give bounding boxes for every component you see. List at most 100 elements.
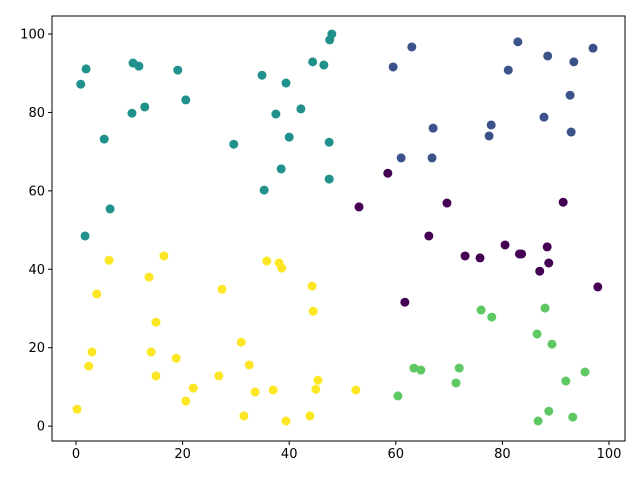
scatter-point — [217, 284, 227, 294]
scatter-point — [588, 43, 598, 53]
scatter-point — [533, 416, 543, 426]
scatter-point — [513, 37, 523, 47]
scatter-point — [565, 90, 575, 100]
scatter-point — [580, 367, 590, 377]
plot-frame — [51, 15, 626, 442]
y-tick-label: 0 — [37, 420, 45, 435]
scatter-point — [428, 123, 438, 133]
scatter-point — [484, 131, 494, 141]
scatter-point — [400, 297, 410, 307]
scatter-point — [72, 404, 82, 414]
scatter-point — [87, 347, 97, 357]
scatter-point — [416, 365, 426, 375]
scatter-point — [80, 231, 90, 241]
scatter-point — [151, 317, 161, 327]
scatter-point — [146, 347, 156, 357]
scatter-point — [239, 411, 249, 421]
scatter-point — [535, 266, 545, 276]
scatter-point — [271, 109, 281, 119]
scatter-point — [427, 153, 437, 163]
y-tick-label: 100 — [20, 28, 45, 43]
scatter-point — [442, 198, 452, 208]
scatter-point — [558, 197, 568, 207]
x-tick-label: 20 — [174, 447, 191, 462]
scatter-point — [539, 112, 549, 122]
scatter-point — [308, 306, 318, 316]
scatter-point — [305, 411, 315, 421]
scatter-point — [561, 376, 571, 386]
scatter-point — [296, 104, 306, 114]
scatter-point — [532, 329, 542, 339]
scatter-point — [424, 231, 434, 241]
scatter-point — [144, 272, 154, 282]
scatter-point — [568, 412, 578, 422]
scatter-point — [281, 416, 291, 426]
y-tick-label: 60 — [28, 184, 45, 199]
scatter-point — [325, 35, 335, 45]
scatter-point — [569, 57, 579, 67]
scatter-point — [409, 363, 419, 373]
scatter-point — [454, 363, 464, 373]
scatter-point — [396, 153, 406, 163]
scatter-point — [383, 168, 393, 178]
scatter-point — [319, 60, 329, 70]
scatter-point — [324, 137, 334, 147]
scatter-point — [307, 281, 317, 291]
scatter-point — [262, 256, 272, 266]
y-tick-label: 40 — [28, 263, 45, 278]
scatter-point — [181, 396, 191, 406]
y-tick-label: 80 — [28, 106, 45, 121]
scatter-point — [259, 185, 269, 195]
scatter-point — [543, 51, 553, 61]
scatter-point — [229, 139, 239, 149]
scatter-point — [487, 312, 497, 322]
scatter-point — [171, 353, 181, 363]
scatter-point — [236, 337, 246, 347]
y-tick-label: 20 — [28, 341, 45, 356]
scatter-point — [173, 65, 183, 75]
scatter-point — [351, 385, 361, 395]
scatter-point — [566, 127, 576, 137]
scatter-point — [593, 282, 603, 292]
x-tick-label: 60 — [388, 447, 405, 462]
scatter-point — [268, 385, 278, 395]
scatter-point — [313, 375, 323, 385]
scatter-point — [460, 251, 470, 261]
scatter-point — [308, 57, 318, 67]
scatter-point — [486, 120, 496, 130]
scatter-point — [544, 258, 554, 268]
scatter-point — [542, 242, 552, 252]
scatter-point — [517, 249, 527, 259]
scatter-point — [475, 253, 485, 263]
scatter-point — [127, 108, 137, 118]
scatter-point — [451, 378, 461, 388]
scatter-point — [214, 371, 224, 381]
scatter-point — [181, 95, 191, 105]
scatter-point — [244, 360, 254, 370]
scatter-point — [151, 371, 161, 381]
x-tick-label: 80 — [494, 447, 511, 462]
scatter-point — [188, 383, 198, 393]
scatter-point — [500, 240, 510, 250]
scatter-point — [134, 61, 144, 71]
scatter-point — [547, 339, 557, 349]
scatter-point — [105, 204, 115, 214]
scatter-point — [250, 387, 260, 397]
scatter-point — [84, 361, 94, 371]
scatter-point — [104, 255, 114, 265]
scatter-point — [503, 65, 513, 75]
scatter-point — [284, 132, 294, 142]
scatter-point — [277, 263, 287, 273]
scatter-point — [99, 134, 109, 144]
x-tick-label: 40 — [281, 447, 298, 462]
scatter-point — [476, 305, 486, 315]
scatter-point — [276, 164, 286, 174]
scatter-point — [76, 79, 86, 89]
scatter-point — [540, 303, 550, 313]
scatter-point — [354, 202, 364, 212]
scatter-point — [311, 384, 321, 394]
scatter-point — [140, 102, 150, 112]
x-tick-label: 100 — [597, 447, 622, 462]
